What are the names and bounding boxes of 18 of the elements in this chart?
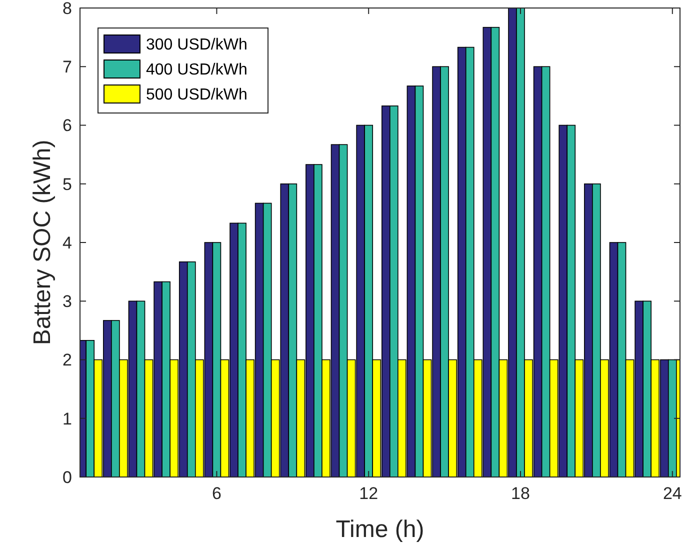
y-tick-label: 3	[62, 292, 72, 312]
y-tick-label: 8	[62, 0, 72, 18]
y-tick-label: 7	[62, 58, 72, 77]
y-tick-label: 1	[62, 409, 72, 428]
y-tick-label: 0	[62, 468, 72, 487]
y-tick-label: 2	[62, 350, 72, 370]
legend-label: 400 USD/kWh	[146, 62, 248, 79]
x-tick-label: 18	[511, 484, 530, 503]
x-tick-label: 12	[359, 484, 378, 503]
x-tick-label: 24	[662, 484, 682, 503]
legend-label: 300 USD/kWh	[146, 36, 248, 54]
x-tick-label: 6	[212, 484, 222, 503]
x-axis-title: Time (h)	[336, 516, 424, 543]
y-tick-label: 6	[62, 116, 72, 136]
legend-label: 500 USD/kWh	[146, 86, 248, 104]
y-tick-label: 4	[62, 233, 72, 252]
y-axis-title: Battery SOC (kWh)	[29, 140, 56, 346]
y-tick-label: 5	[62, 174, 72, 194]
